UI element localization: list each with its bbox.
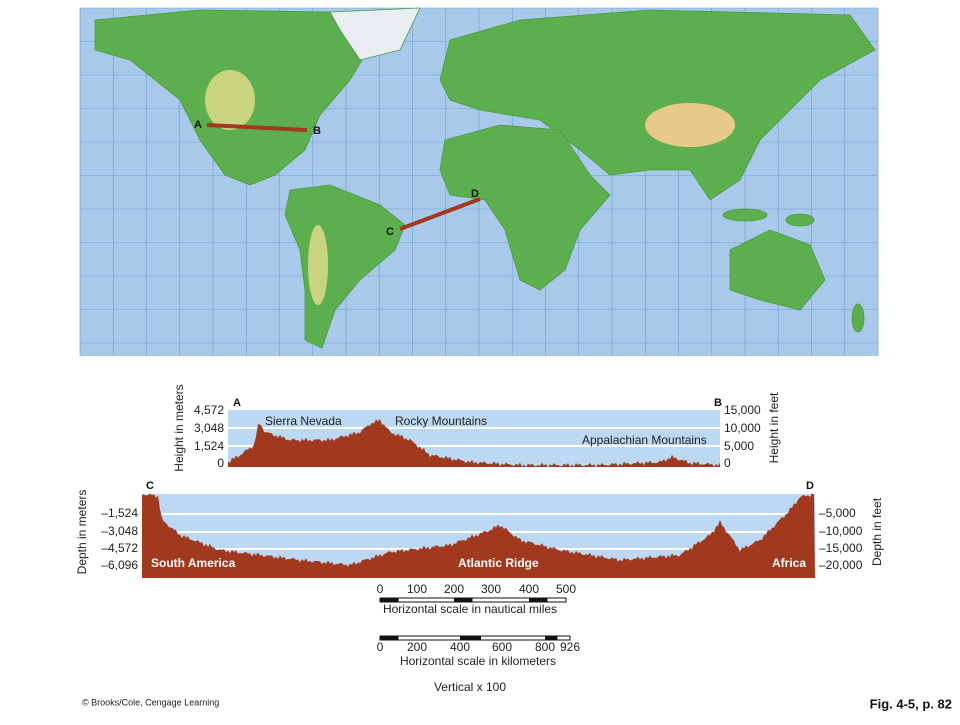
left-tick: 4,572 xyxy=(194,403,224,417)
feature-label: Rocky Mountains xyxy=(395,414,487,428)
left-tick: –6,096 xyxy=(101,558,138,572)
andes xyxy=(308,225,328,305)
scale-segment xyxy=(380,636,399,640)
figure-label: Fig. 4-5, p. 82 xyxy=(870,696,952,711)
scale-tick: 300 xyxy=(481,582,501,596)
feature-label: Africa xyxy=(772,556,806,570)
scale-bars: Horizontal scale in nautical miles Horiz… xyxy=(377,582,581,694)
terrain-profile xyxy=(228,419,720,468)
point-label: C xyxy=(386,226,394,238)
left-tick: –3,048 xyxy=(101,524,138,538)
new-guinea xyxy=(785,213,815,227)
axis-title: Depth in feet xyxy=(870,497,884,566)
scale-caption: Horizontal scale in kilometers xyxy=(400,654,556,668)
south-america xyxy=(284,184,406,349)
axis-title: Height in meters xyxy=(172,384,186,471)
point-label: A xyxy=(233,397,241,409)
left-tick: 1,524 xyxy=(194,439,224,453)
point-label: D xyxy=(806,480,814,492)
australia xyxy=(729,229,826,311)
greenland xyxy=(329,7,421,61)
transect-cd xyxy=(399,197,481,231)
right-tick: 15,000 xyxy=(724,403,761,417)
scale-tick: 200 xyxy=(407,640,427,654)
scale-tick: 0 xyxy=(377,582,384,596)
point-label: B xyxy=(313,125,321,137)
scale-tick: 0 xyxy=(377,640,384,654)
scale-segment xyxy=(545,636,558,640)
feature-label: Appalachian Mountains xyxy=(582,433,707,447)
axis-title: Height in feet xyxy=(767,392,781,463)
credit: © Brooks/Cole, Cengage Learning xyxy=(82,697,219,707)
feature-label: Atlantic Ridge xyxy=(458,556,539,570)
right-tick: 10,000 xyxy=(724,421,761,435)
right-tick: 5,000 xyxy=(724,439,754,453)
scale-caption: Horizontal scale in nautical miles xyxy=(383,602,557,616)
feature-label: Sierra Nevada xyxy=(265,414,342,428)
right-tick: 0 xyxy=(724,456,731,470)
scale-segment xyxy=(529,598,548,602)
scale-segment xyxy=(460,636,481,640)
transect-ab xyxy=(206,123,308,132)
scale-tick: 200 xyxy=(444,582,464,596)
scale-tick: 926 xyxy=(560,640,580,654)
feature-label: South America xyxy=(151,556,236,570)
left-tick: 0 xyxy=(217,456,224,470)
africa xyxy=(439,124,611,291)
tibet-plateau xyxy=(645,103,735,147)
scale-tick: 100 xyxy=(407,582,427,596)
point-label: C xyxy=(146,480,154,492)
scale-tick: 400 xyxy=(519,582,539,596)
left-tick: –4,572 xyxy=(101,541,138,555)
axis-title: Depth in meters xyxy=(75,490,89,575)
left-tick: –1,524 xyxy=(101,506,138,520)
rockies xyxy=(205,70,255,130)
scale-segment xyxy=(454,598,473,602)
right-tick: –5,000 xyxy=(819,506,856,520)
right-tick: –10,000 xyxy=(819,524,863,538)
point-label: B xyxy=(714,397,722,409)
scale-tick: 600 xyxy=(492,640,512,654)
scale-tick: 800 xyxy=(535,640,555,654)
right-tick: –20,000 xyxy=(819,558,863,572)
left-tick: 3,048 xyxy=(194,421,224,435)
point-label: A xyxy=(194,119,202,131)
scale-tick: 400 xyxy=(450,640,470,654)
profile-ab: A B Sierra Nevada Rocky Mountains Appala… xyxy=(172,384,781,471)
right-tick: –15,000 xyxy=(819,541,863,555)
point-label: D xyxy=(471,188,479,200)
scale-tick: 500 xyxy=(556,582,576,596)
scale-segment xyxy=(380,598,399,602)
indonesia xyxy=(722,208,768,222)
eurasia xyxy=(439,9,876,201)
new-zealand xyxy=(851,303,865,333)
profile-cd: C D South America Atlantic Ridge Africa … xyxy=(75,480,884,578)
seafloor-profile xyxy=(142,493,815,578)
world-map: A B C D xyxy=(79,7,879,356)
vertical-exaggeration: Vertical x 100 xyxy=(434,680,506,694)
